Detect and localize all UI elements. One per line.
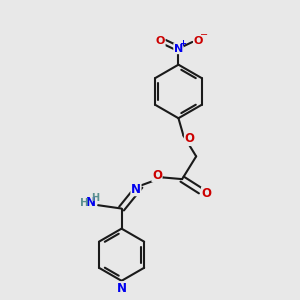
Text: +: + — [180, 39, 187, 48]
Text: N: N — [86, 196, 96, 209]
Text: O: O — [156, 36, 165, 46]
Text: O: O — [152, 169, 162, 182]
Text: N: N — [117, 282, 127, 295]
Text: O: O — [194, 36, 203, 46]
Text: H: H — [92, 193, 100, 203]
Text: N: N — [131, 183, 141, 196]
Text: H: H — [80, 197, 89, 208]
Text: −: − — [200, 30, 208, 40]
Text: O: O — [202, 187, 212, 200]
Text: O: O — [184, 133, 194, 146]
Text: N: N — [174, 44, 183, 54]
